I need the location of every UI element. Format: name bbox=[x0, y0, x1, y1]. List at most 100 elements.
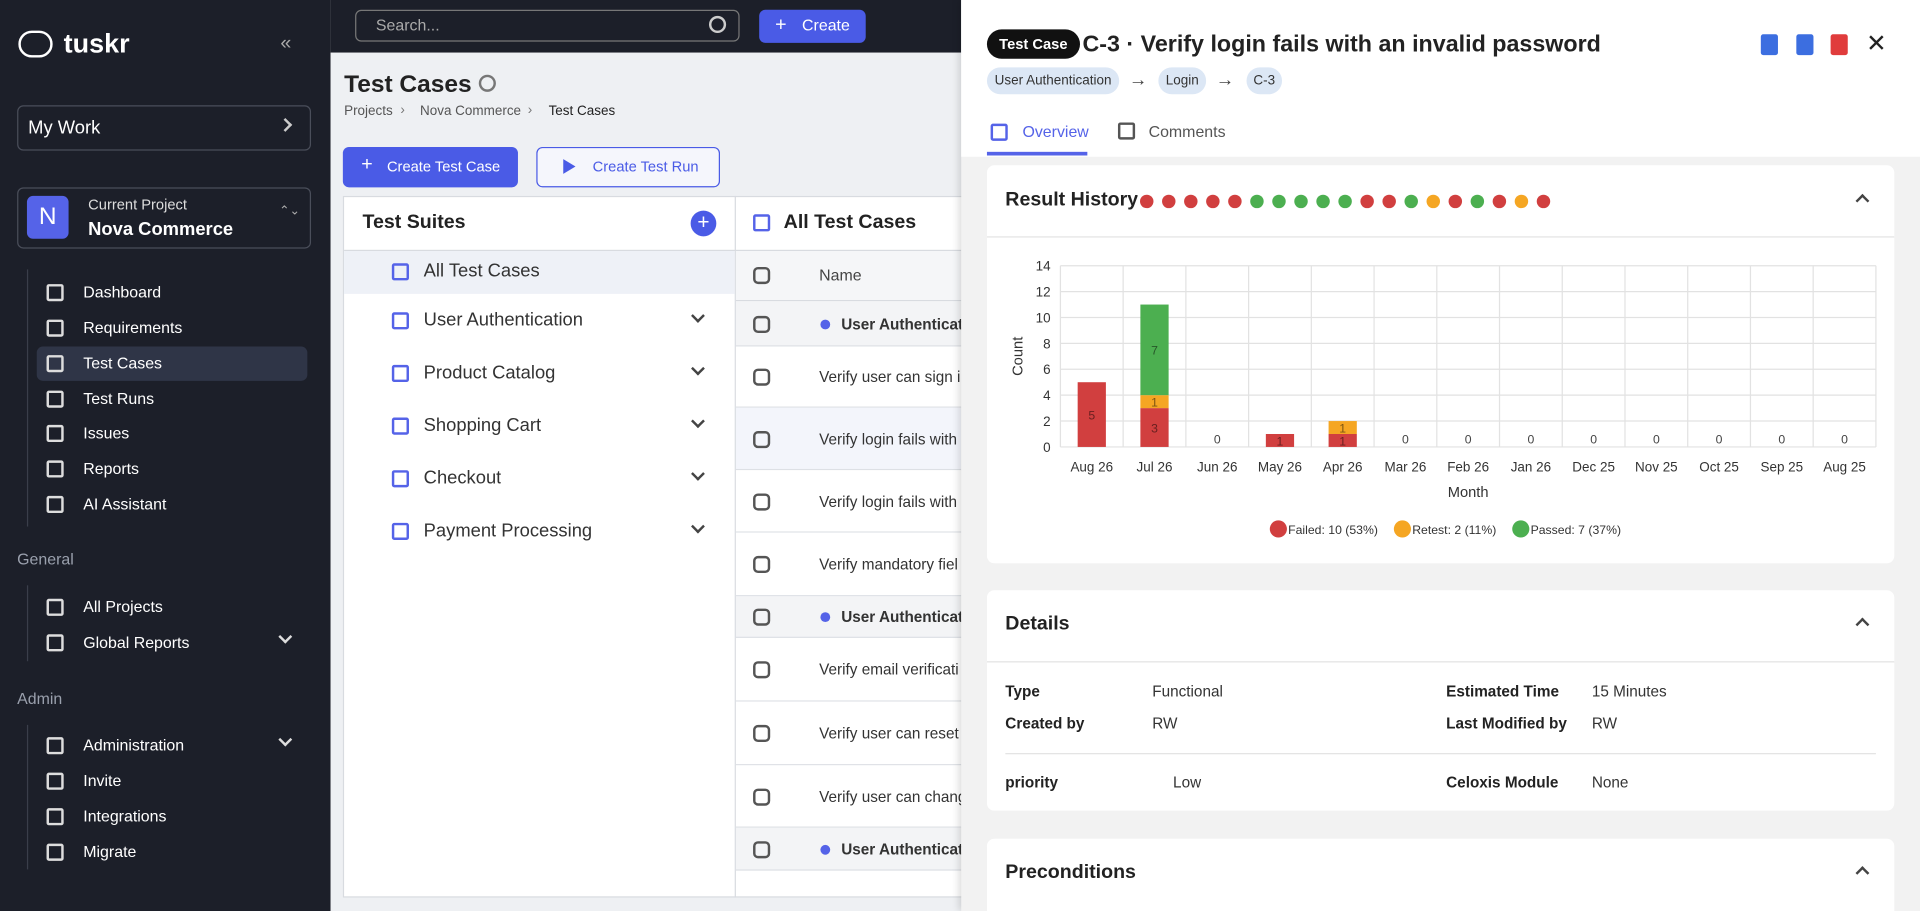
nav-item[interactable]: Reports bbox=[83, 459, 140, 478]
y-tick-label: 12 bbox=[1036, 285, 1051, 300]
copy-button[interactable] bbox=[1796, 34, 1814, 56]
bar-segment bbox=[1328, 421, 1357, 434]
folder-icon bbox=[391, 364, 409, 383]
card-heading: Details bbox=[1005, 613, 1070, 635]
value-label: 1 bbox=[1339, 434, 1346, 448]
legend-swatch bbox=[1393, 520, 1411, 538]
history-dot bbox=[1425, 194, 1440, 208]
row[interactable] bbox=[735, 596, 962, 638]
edit-button[interactable] bbox=[1760, 34, 1778, 56]
button-label: Create Test Case bbox=[386, 157, 501, 176]
suite-item[interactable]: Checkout bbox=[423, 467, 502, 489]
row-name[interactable]: Verify mandatory fiel bbox=[819, 555, 958, 574]
row-name[interactable]: User Authenticat bbox=[841, 315, 962, 333]
x-tick-label: Mar 26 bbox=[1384, 459, 1426, 474]
value-label: 0 bbox=[1590, 432, 1597, 446]
nav-item[interactable]: Dashboard bbox=[83, 282, 162, 302]
value-label: 0 bbox=[1527, 432, 1534, 446]
nav-item[interactable]: Requirements bbox=[83, 318, 183, 337]
row[interactable] bbox=[735, 346, 962, 408]
row-name[interactable]: User Authenticat bbox=[841, 608, 962, 626]
nav-item[interactable]: Invite bbox=[83, 771, 122, 790]
collapse-button[interactable]: « bbox=[280, 33, 292, 54]
row-name[interactable]: Verify user can reset bbox=[819, 724, 959, 743]
row[interactable] bbox=[735, 407, 962, 471]
row[interactable] bbox=[735, 637, 962, 702]
history-dot bbox=[1536, 194, 1550, 208]
checkbox bbox=[753, 266, 771, 285]
value-label: 0 bbox=[1778, 432, 1785, 446]
suite-item[interactable]: Payment Processing bbox=[423, 520, 593, 542]
folder-icon bbox=[391, 312, 409, 330]
history-dot bbox=[1337, 194, 1352, 208]
project-box[interactable] bbox=[17, 187, 312, 249]
nav-item[interactable]: Global Reports bbox=[83, 633, 190, 652]
add-suite[interactable]: + bbox=[690, 210, 717, 237]
x-tick-label: Oct 25 bbox=[1699, 459, 1739, 474]
result-card bbox=[986, 165, 1895, 564]
nav-item[interactable]: All Projects bbox=[83, 597, 163, 616]
breadcrumb-item[interactable]: Nova Commerce bbox=[420, 104, 522, 119]
breadcrumb-pill[interactable]: User Authentication bbox=[986, 67, 1120, 95]
general-rule bbox=[26, 585, 29, 662]
card-sep bbox=[986, 236, 1895, 238]
history-dot bbox=[1139, 194, 1153, 208]
bar-segment bbox=[1140, 304, 1169, 396]
delete-button[interactable] bbox=[1830, 34, 1848, 56]
create-test-case[interactable] bbox=[342, 146, 518, 188]
sidebar bbox=[0, 0, 331, 911]
tab[interactable]: Overview bbox=[1022, 122, 1089, 141]
my-work-box[interactable] bbox=[17, 105, 312, 151]
project-name: Nova Commerce bbox=[88, 219, 234, 241]
search-box[interactable] bbox=[355, 9, 740, 42]
nav-item[interactable]: Test Cases bbox=[83, 353, 163, 373]
nav-item[interactable]: Integrations bbox=[83, 806, 167, 826]
checkbox bbox=[753, 430, 771, 448]
field-label: Created by bbox=[1005, 715, 1085, 733]
field-label: Celoxis Module bbox=[1446, 773, 1559, 792]
nav-item[interactable]: Test Runs bbox=[83, 389, 155, 408]
nav-item[interactable]: Administration bbox=[83, 735, 185, 755]
create-button[interactable] bbox=[759, 9, 866, 43]
row-name[interactable]: Verify user can sign i bbox=[819, 368, 961, 386]
row[interactable] bbox=[735, 470, 962, 533]
row[interactable] bbox=[735, 301, 962, 347]
nav-icon bbox=[46, 390, 64, 408]
play-icon bbox=[563, 159, 576, 174]
row-name[interactable]: Verify email verificati bbox=[819, 661, 959, 679]
y-tick-label: 14 bbox=[1036, 259, 1051, 274]
breadcrumb-item[interactable]: Projects bbox=[344, 104, 393, 119]
list-heading: All Test Cases bbox=[783, 211, 917, 233]
nav-item[interactable]: Migrate bbox=[83, 842, 137, 861]
group-dot bbox=[820, 612, 831, 623]
suite-item[interactable]: All Test Cases bbox=[423, 260, 540, 282]
suite-item[interactable]: Product Catalog bbox=[423, 362, 556, 384]
row-name[interactable]: Verify login fails with bbox=[819, 430, 958, 448]
field-label: Last Modified by bbox=[1446, 715, 1567, 733]
row[interactable] bbox=[735, 532, 962, 597]
row-name[interactable]: Verify login fails with bbox=[819, 492, 958, 511]
y-tick-label: 8 bbox=[1043, 336, 1050, 351]
nav-active bbox=[36, 346, 308, 381]
row-name[interactable]: Verify user can chang bbox=[819, 787, 962, 806]
breadcrumb-pill[interactable]: C-3 bbox=[1246, 67, 1283, 95]
history-dot bbox=[1227, 194, 1242, 208]
nav-item[interactable]: Issues bbox=[83, 423, 130, 443]
row[interactable] bbox=[735, 701, 962, 766]
close-button[interactable]: ✕ bbox=[1866, 30, 1887, 58]
suite-item[interactable]: Shopping Cart bbox=[423, 415, 542, 436]
tab[interactable]: Comments bbox=[1148, 122, 1226, 141]
group-dot bbox=[820, 318, 831, 329]
breadcrumb-pill[interactable]: Login bbox=[1158, 67, 1207, 95]
nav-item[interactable]: AI Assistant bbox=[83, 494, 167, 514]
row[interactable] bbox=[735, 765, 962, 828]
row-name[interactable]: User Authenticat bbox=[841, 840, 962, 858]
suite-item[interactable]: User Authentication bbox=[423, 309, 583, 331]
logo-icon bbox=[18, 30, 53, 58]
legend-swatch bbox=[1512, 520, 1530, 538]
bar-segment bbox=[1265, 433, 1295, 447]
row[interactable] bbox=[735, 827, 962, 871]
project-switch[interactable]: ⌃⌄ bbox=[279, 205, 300, 230]
folder-icon bbox=[391, 417, 409, 435]
